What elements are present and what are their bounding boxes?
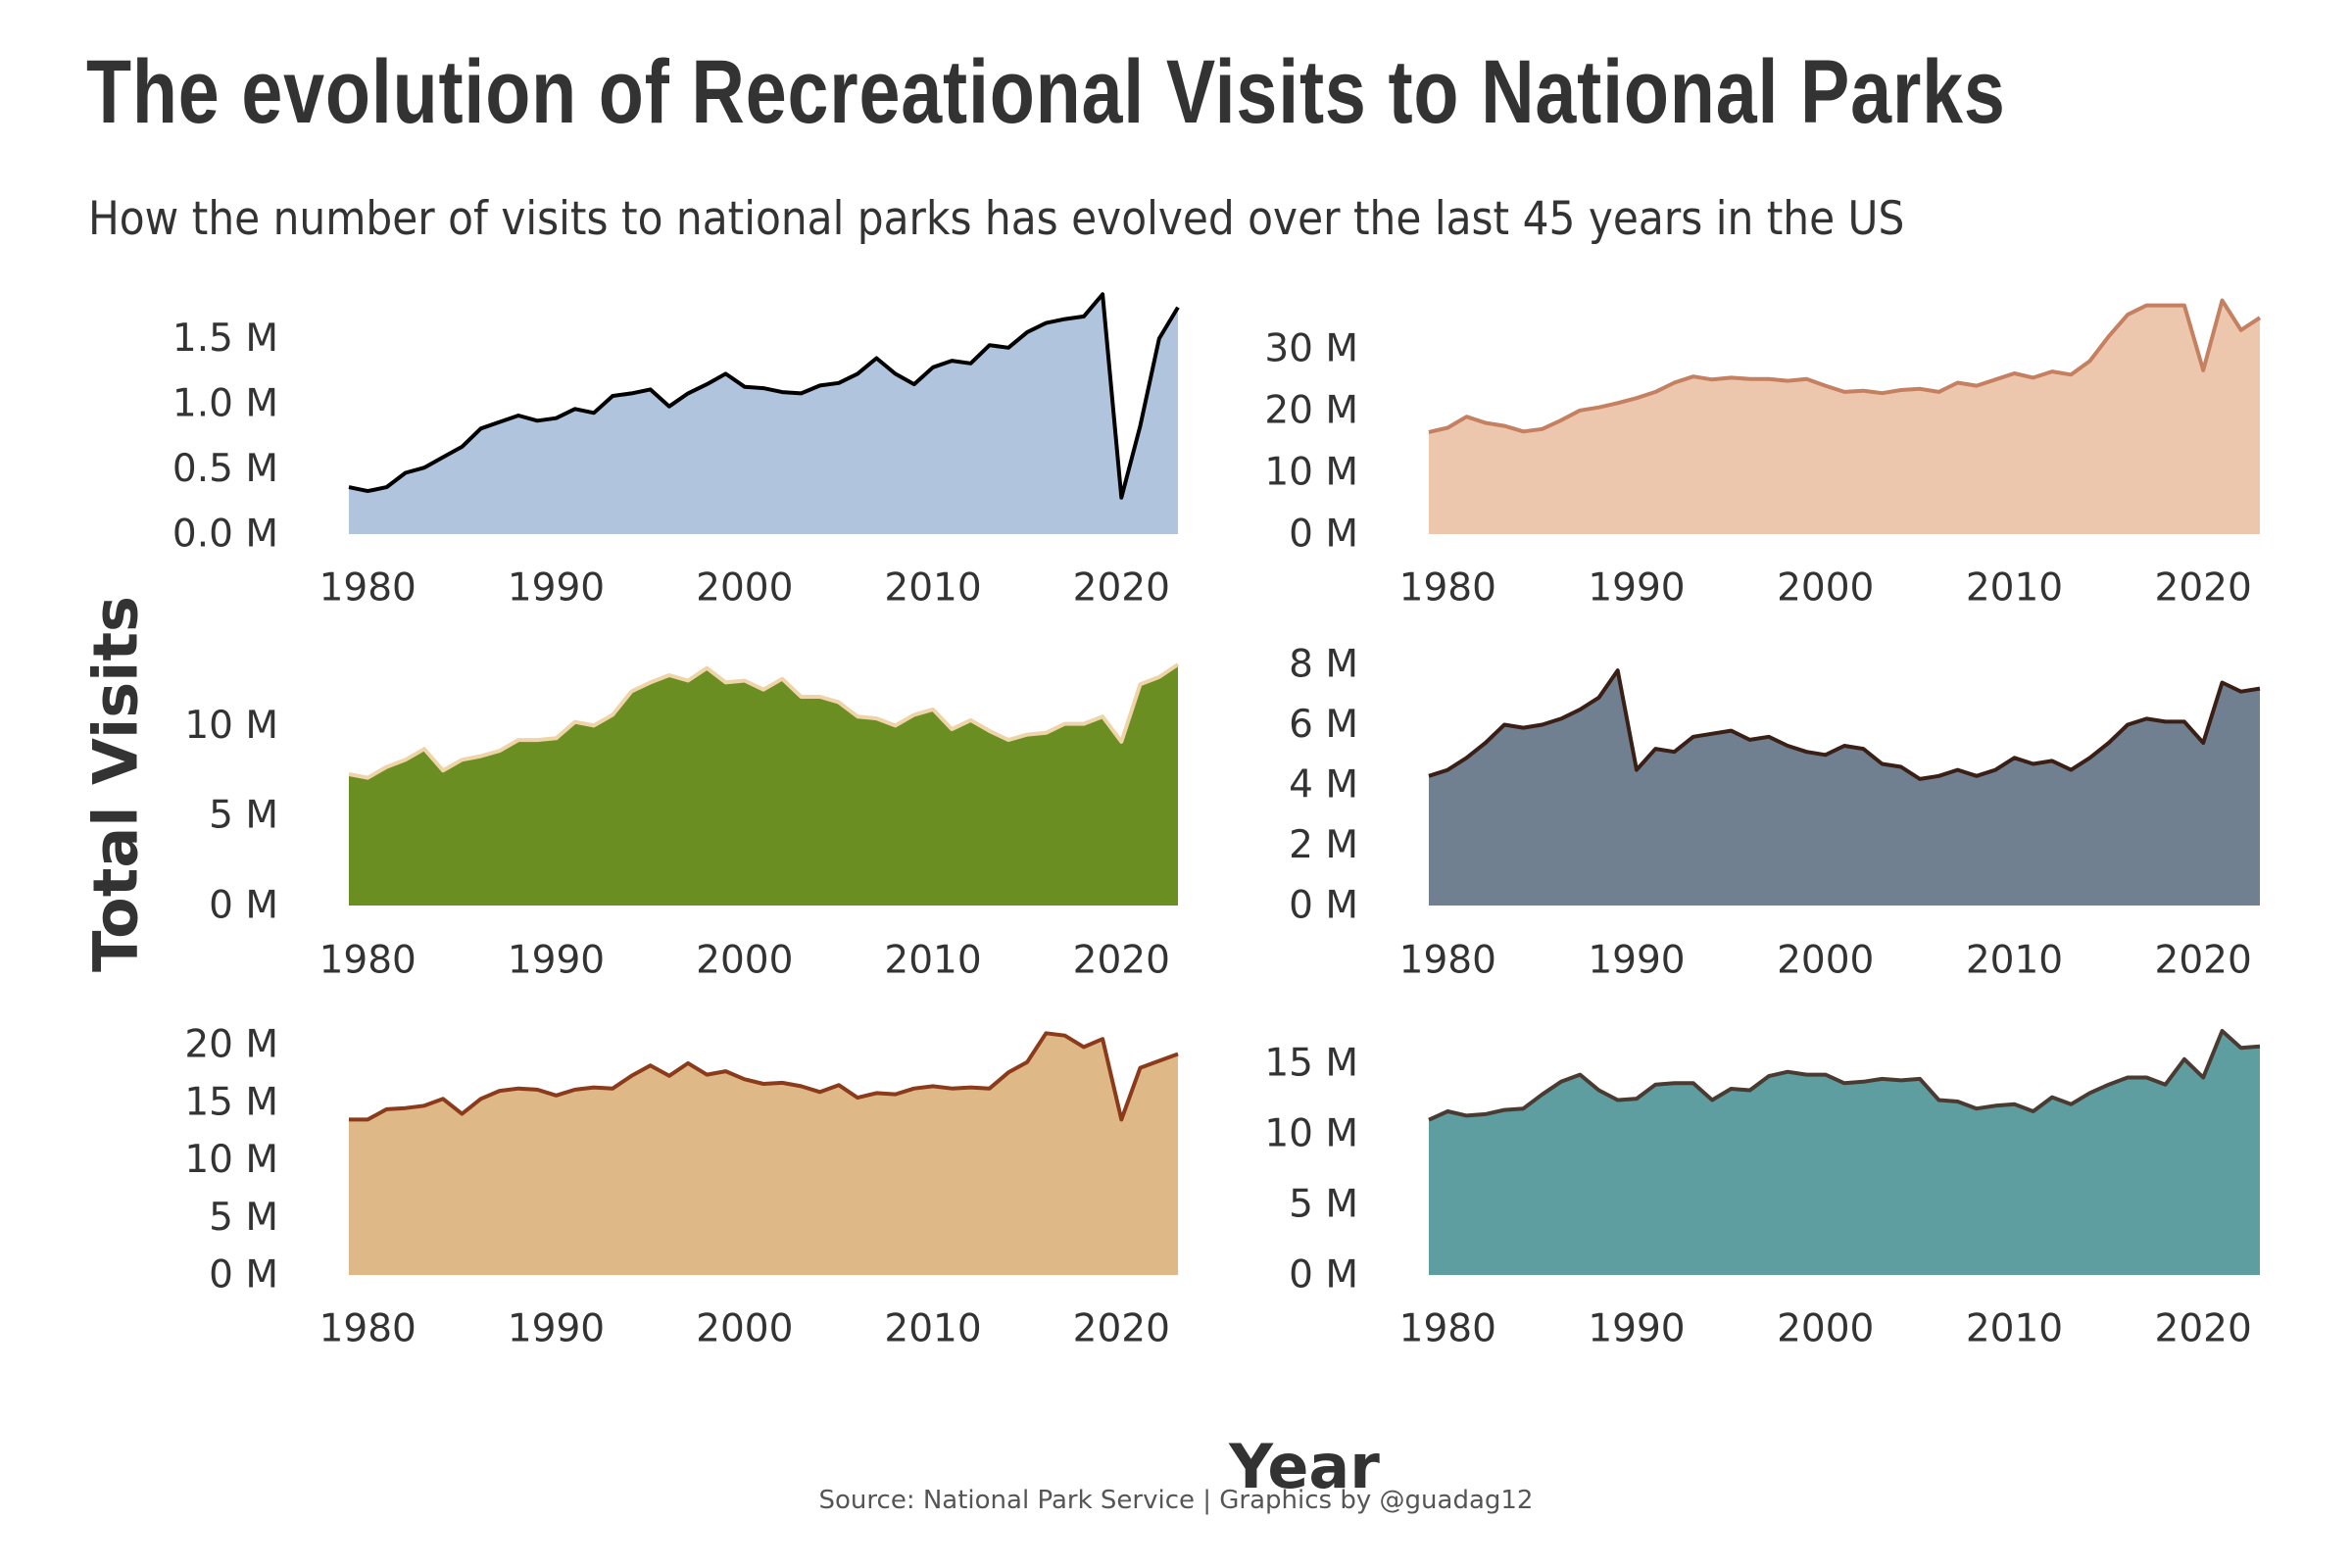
y-tick-label: 0 M bbox=[1289, 513, 1358, 557]
x-tick-label: 2020 bbox=[1073, 939, 1170, 983]
series-area bbox=[349, 294, 1178, 534]
x-tick-label: 1980 bbox=[319, 939, 416, 983]
chart-subtitle: How the number of visits to national par… bbox=[88, 192, 1905, 246]
panel-4: 0 M 2 M 4 M 6 M 8 M 1980 1990 2000 2010 2020 bbox=[1289, 643, 2261, 983]
x-tick-label: 1980 bbox=[1399, 1307, 1496, 1351]
y-tick-label: 20 M bbox=[184, 1023, 278, 1067]
series-area bbox=[1429, 1031, 2260, 1275]
series-line bbox=[1428, 668, 2261, 781]
y-tick-label: 15 M bbox=[1264, 1042, 1358, 1086]
x-tick-label: 2010 bbox=[1966, 566, 2063, 611]
x-tick-label: 2020 bbox=[2155, 566, 2252, 611]
y-tick-label: 0 M bbox=[209, 884, 278, 928]
x-axis-label: Year bbox=[1229, 1431, 1380, 1502]
x-tick-label: 1990 bbox=[508, 566, 605, 611]
y-tick-label: 8 M bbox=[1289, 643, 1358, 687]
y-tick-label: 0.5 M bbox=[172, 447, 278, 491]
y-tick-label: 20 M bbox=[1264, 388, 1358, 432]
series-area bbox=[1429, 300, 2260, 534]
x-tick-label: 1980 bbox=[319, 566, 416, 611]
x-tick-label: 2000 bbox=[1777, 1307, 1874, 1351]
x-tick-label: 1990 bbox=[508, 939, 605, 983]
y-tick-label: 10 M bbox=[184, 704, 278, 748]
x-tick-label: 2020 bbox=[2155, 1307, 2252, 1351]
series-line bbox=[1428, 298, 2262, 434]
y-tick-label: 1.5 M bbox=[172, 317, 278, 361]
series-line bbox=[348, 292, 1180, 500]
panel-6: 0 M 5 M 10 M 15 M 1980 1990 2000 2010 2020 bbox=[1264, 1029, 2261, 1351]
y-tick-label: 10 M bbox=[1264, 1112, 1358, 1156]
y-tick-label: 5 M bbox=[1289, 1183, 1358, 1227]
chart-title: The evolution of Recreational Visits to … bbox=[86, 42, 2006, 142]
x-tick-label: 2000 bbox=[696, 939, 793, 983]
y-tick-label: 0 M bbox=[1289, 1253, 1358, 1298]
y-tick-label: 0 M bbox=[1289, 884, 1358, 928]
y-tick-label: 6 M bbox=[1289, 703, 1358, 747]
y-tick-label: 15 M bbox=[184, 1080, 278, 1124]
series-line bbox=[1428, 1029, 2261, 1122]
y-tick-label: 5 M bbox=[209, 794, 278, 838]
series-line bbox=[349, 1031, 1179, 1122]
y-tick-label: 2 M bbox=[1289, 823, 1358, 867]
x-tick-label: 2000 bbox=[696, 566, 793, 611]
panel-3: 0 M 5 M 10 M 1980 1990 2000 2010 2020 bbox=[184, 662, 1180, 983]
source-caption: Source: National Park Service | Graphics… bbox=[818, 1486, 1534, 1515]
x-tick-label: 2010 bbox=[884, 1307, 981, 1351]
y-tick-label: 10 M bbox=[184, 1138, 278, 1182]
x-tick-label: 1990 bbox=[508, 1307, 605, 1351]
y-tick-label: 0.0 M bbox=[172, 513, 278, 557]
x-tick-label: 1980 bbox=[1399, 566, 1496, 611]
x-tick-label: 2010 bbox=[884, 566, 981, 611]
panel-1: 0.0 M 0.5 M 1.0 M 1.5 M 1980 1990 2000 2010 2020 bbox=[172, 292, 1180, 611]
panel-5: 0 M 5 M 10 M 15 M 20 M 1980 1990 2000 2010 2020 bbox=[184, 1023, 1179, 1351]
x-tick-label: 1990 bbox=[1588, 939, 1685, 983]
x-tick-label: 2000 bbox=[1777, 939, 1874, 983]
x-tick-label: 2010 bbox=[884, 939, 981, 983]
x-tick-label: 1990 bbox=[1588, 566, 1685, 611]
x-tick-label: 2020 bbox=[1073, 566, 1170, 611]
x-tick-label: 1990 bbox=[1588, 1307, 1685, 1351]
y-tick-label: 5 M bbox=[209, 1196, 278, 1240]
y-tick-label: 10 M bbox=[1264, 450, 1358, 494]
y-tick-label: 1.0 M bbox=[172, 382, 278, 426]
panel-2: 0 M 10 M 20 M 30 M 1980 1990 2000 2010 2020 bbox=[1264, 298, 2262, 611]
y-tick-label: 0 M bbox=[209, 1253, 278, 1298]
series-area bbox=[349, 1033, 1178, 1275]
x-tick-label: 2020 bbox=[2155, 939, 2252, 983]
series-area bbox=[349, 664, 1178, 906]
series-area bbox=[1429, 670, 2260, 906]
x-tick-label: 2020 bbox=[1073, 1307, 1170, 1351]
x-tick-label: 1980 bbox=[1399, 939, 1496, 983]
x-tick-label: 1980 bbox=[319, 1307, 416, 1351]
x-tick-label: 2010 bbox=[1966, 939, 2063, 983]
y-tick-label: 4 M bbox=[1289, 763, 1358, 808]
y-tick-label: 30 M bbox=[1264, 326, 1358, 370]
x-tick-label: 2000 bbox=[1777, 566, 1874, 611]
series-line bbox=[348, 662, 1180, 780]
x-tick-label: 2000 bbox=[696, 1307, 793, 1351]
x-tick-label: 2010 bbox=[1966, 1307, 2063, 1351]
